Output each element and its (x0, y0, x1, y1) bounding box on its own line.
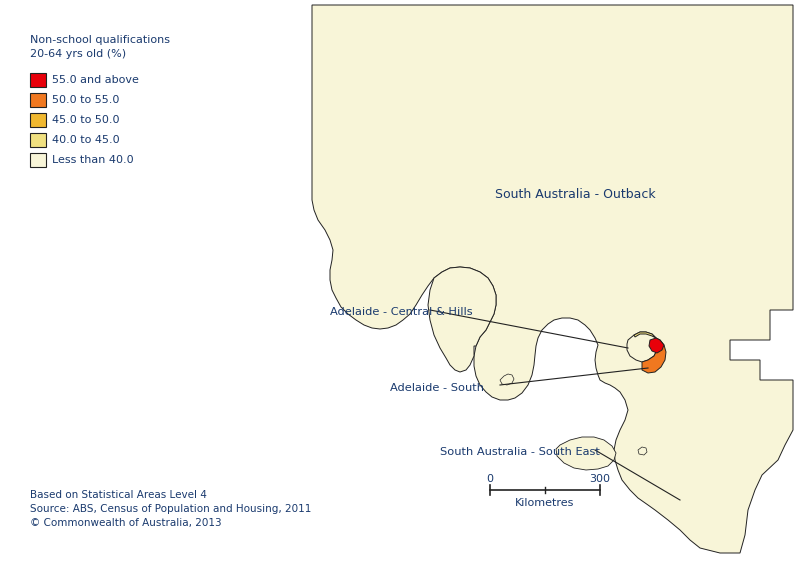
Text: 300: 300 (590, 474, 610, 484)
Text: Based on Statistical Areas Level 4: Based on Statistical Areas Level 4 (30, 490, 207, 500)
Text: © Commonwealth of Australia, 2013: © Commonwealth of Australia, 2013 (30, 518, 222, 528)
Polygon shape (428, 267, 496, 372)
Text: Adelaide - South: Adelaide - South (390, 383, 484, 393)
Text: 40.0 to 45.0: 40.0 to 45.0 (52, 135, 120, 145)
Polygon shape (312, 5, 793, 553)
Polygon shape (556, 437, 616, 470)
Text: 45.0 to 50.0: 45.0 to 50.0 (52, 115, 120, 125)
Text: 0: 0 (487, 474, 493, 484)
Text: 55.0 and above: 55.0 and above (52, 75, 139, 85)
Text: South Australia - South East: South Australia - South East (440, 447, 600, 457)
Text: Less than 40.0: Less than 40.0 (52, 155, 133, 165)
Text: Source: ABS, Census of Population and Housing, 2011: Source: ABS, Census of Population and Ho… (30, 504, 311, 514)
Text: 50.0 to 55.0: 50.0 to 55.0 (52, 95, 120, 105)
Polygon shape (634, 332, 656, 338)
Text: Non-school qualifications: Non-school qualifications (30, 35, 170, 45)
Polygon shape (649, 338, 664, 353)
Bar (30, 133, 46, 147)
Polygon shape (642, 338, 666, 373)
Bar (30, 73, 46, 87)
Text: 20-64 yrs old (%): 20-64 yrs old (%) (30, 49, 126, 59)
Text: Kilometres: Kilometres (516, 498, 575, 508)
Text: South Australia - Outback: South Australia - Outback (495, 189, 655, 202)
Polygon shape (638, 447, 647, 455)
Bar (30, 153, 46, 167)
Polygon shape (627, 332, 658, 362)
Bar (30, 113, 46, 127)
Polygon shape (500, 374, 514, 385)
Bar (30, 93, 46, 107)
Text: Adelaide - Central & Hills: Adelaide - Central & Hills (330, 307, 472, 317)
